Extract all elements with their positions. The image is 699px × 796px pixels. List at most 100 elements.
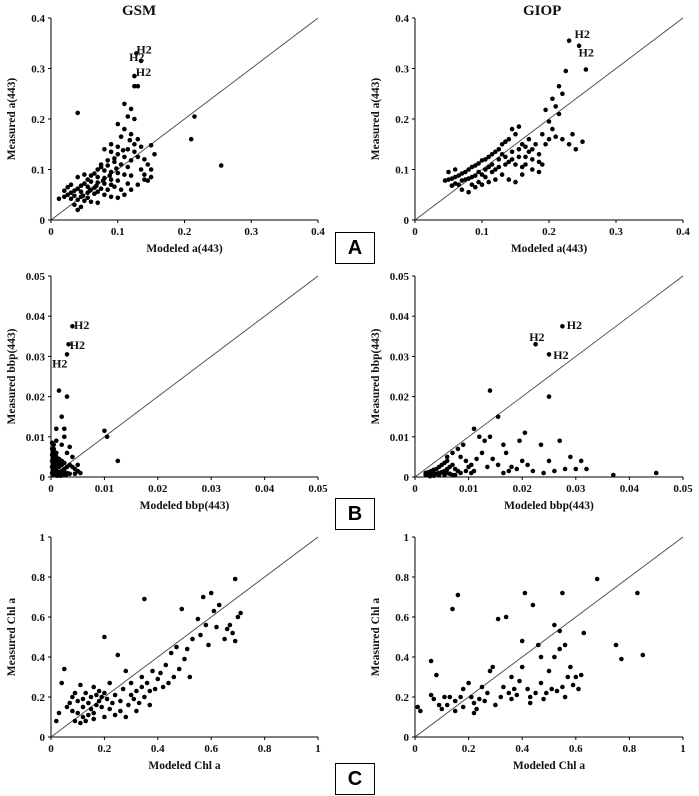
data-point — [557, 438, 562, 444]
data-point — [576, 43, 582, 49]
annotation-label: H2 — [129, 50, 144, 64]
data-point — [112, 159, 117, 165]
data-point — [115, 144, 121, 150]
data-point — [128, 106, 134, 112]
data-point — [88, 179, 94, 184]
data-point — [95, 167, 100, 172]
data-point — [580, 139, 585, 144]
data-point — [653, 470, 659, 476]
data-point — [509, 157, 515, 162]
data-point — [442, 694, 447, 700]
data-point — [499, 172, 505, 177]
data-point — [155, 676, 161, 682]
data-point — [108, 149, 114, 155]
y-tick-label: 0.05 — [26, 271, 46, 283]
data-point — [584, 466, 589, 472]
data-point — [635, 590, 640, 596]
data-point — [450, 462, 455, 468]
data-point — [538, 654, 544, 660]
y-tick-label: 0.1 — [31, 165, 45, 177]
data-point — [235, 614, 241, 620]
data-point — [466, 680, 471, 686]
annotation-label: H2 — [579, 45, 594, 59]
data-point — [449, 183, 455, 188]
data-point — [98, 162, 104, 167]
data-point — [88, 173, 94, 178]
data-point — [112, 156, 117, 161]
data-point — [486, 164, 492, 170]
data-point — [493, 177, 498, 182]
chart-gsm_bbp443: 0 0.01 0.02 0.03 0.04 0.05 0 0.01 0.02 0.03 0.04 0.… — [6, 271, 328, 512]
data-point — [483, 167, 488, 172]
x-tick-label: 0.4 — [515, 743, 529, 755]
data-point — [78, 204, 84, 210]
y-tick-label: 0.4 — [31, 652, 45, 664]
x-tick-label: 0.8 — [258, 743, 272, 755]
x-tick-label: 0.2 — [542, 226, 556, 238]
y-tick-label: 0.3 — [395, 64, 409, 76]
data-point — [442, 178, 448, 183]
data-point — [556, 83, 562, 89]
data-point — [487, 388, 493, 393]
data-point — [107, 680, 112, 686]
data-point — [75, 174, 80, 180]
data-point — [138, 58, 144, 64]
data-point — [65, 184, 70, 190]
data-point — [513, 162, 518, 167]
data-point — [543, 107, 548, 113]
data-point — [147, 688, 153, 694]
data-point — [506, 177, 512, 182]
data-point — [458, 470, 463, 476]
data-point — [452, 167, 458, 172]
y-tick-label: 0.2 — [31, 692, 45, 704]
data-point — [519, 458, 525, 464]
data-point — [62, 666, 67, 672]
y-tick-label: 0.3 — [31, 64, 45, 76]
data-point — [557, 646, 562, 652]
data-point — [160, 684, 166, 690]
data-point — [142, 157, 147, 162]
data-point — [49, 464, 55, 470]
data-point — [452, 181, 458, 186]
data-point — [469, 182, 475, 187]
one-to-one-line — [50, 275, 319, 478]
data-point — [482, 438, 488, 444]
data-point — [78, 470, 83, 476]
data-point — [108, 177, 114, 182]
data-point — [131, 696, 137, 702]
data-point — [120, 686, 126, 692]
data-point — [476, 169, 481, 175]
data-point — [128, 692, 134, 698]
data-point — [132, 149, 137, 155]
y-tick-label: 0.03 — [390, 351, 410, 363]
y-tick-label: 0 — [40, 732, 46, 744]
data-point — [171, 674, 177, 680]
data-point — [68, 190, 74, 195]
data-point — [206, 642, 211, 648]
data-point — [553, 134, 558, 139]
data-point — [132, 73, 137, 79]
data-point — [82, 198, 87, 204]
data-point — [519, 664, 525, 670]
data-point — [78, 720, 83, 726]
data-point — [469, 694, 474, 700]
data-point — [463, 458, 469, 464]
data-point — [53, 455, 58, 461]
data-point — [100, 178, 106, 183]
data-point — [132, 142, 137, 147]
y-tick-label: 0.03 — [26, 351, 46, 363]
x-tick-label: 0.03 — [566, 483, 586, 495]
data-point — [509, 149, 515, 155]
data-point — [105, 187, 110, 192]
data-point — [460, 704, 466, 710]
x-tick-label: 0.4 — [151, 743, 165, 755]
data-point — [533, 690, 538, 696]
data-point — [115, 152, 121, 157]
data-point — [94, 692, 99, 698]
data-point — [91, 716, 96, 722]
data-point — [458, 454, 463, 460]
data-point — [573, 147, 579, 152]
data-point — [115, 652, 121, 658]
annotation-label: H2 — [567, 318, 582, 332]
data-point — [128, 131, 134, 137]
